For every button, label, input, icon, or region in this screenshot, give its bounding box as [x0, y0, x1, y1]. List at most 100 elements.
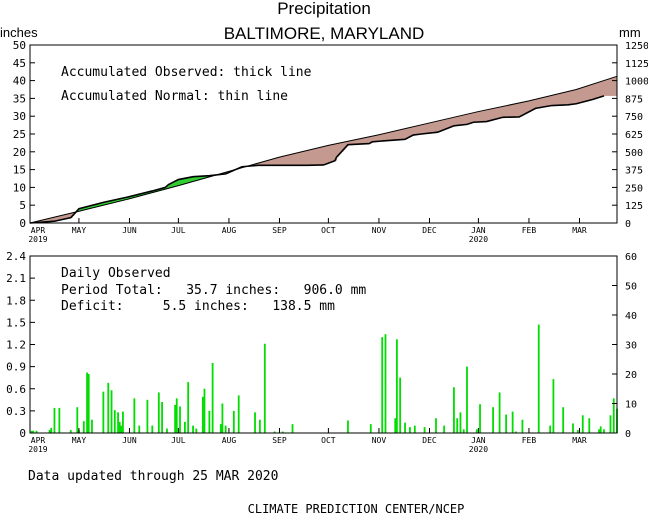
daily-precip-bar [174, 404, 177, 433]
difference-strip [491, 108, 494, 121]
daily-precip-bar [203, 388, 206, 433]
daily-precip-bar [572, 423, 574, 433]
difference-strip [119, 198, 122, 202]
credit-line: CLIMATE PREDICTION CENTER/NCEP [248, 502, 465, 516]
y-tick-label-right: 40 [625, 311, 637, 322]
daily-precip-bar [459, 412, 462, 433]
observed-legend-note: Accumulated Observed: thick line [61, 65, 312, 80]
difference-strip [364, 137, 367, 144]
difference-strip [484, 110, 487, 122]
y-tick-label-left: 45 [13, 57, 26, 70]
difference-strip [561, 93, 564, 106]
difference-strip [162, 188, 165, 191]
difference-strip [426, 123, 429, 134]
difference-strip [462, 115, 465, 125]
daily-precip-bar [462, 429, 465, 433]
difference-strip [509, 105, 512, 118]
difference-strip [336, 143, 339, 158]
difference-strip [545, 96, 548, 107]
difference-strip [466, 114, 470, 125]
daily-precip-bar [58, 407, 61, 433]
daily-precip-bar [117, 412, 119, 433]
difference-strip [391, 131, 395, 141]
x-tick-label: DEC [422, 436, 437, 445]
daily-precip-bar [347, 420, 349, 433]
difference-strip [383, 133, 386, 141]
daily-precip-bar [369, 424, 372, 433]
difference-strip [295, 153, 298, 166]
daily-precip-bar [505, 414, 508, 433]
y-tick-label-right: 125 [625, 201, 643, 212]
difference-strip [290, 154, 293, 166]
x-tick-label: MAR [572, 226, 587, 235]
difference-strip [431, 122, 434, 133]
difference-strip [546, 96, 549, 107]
difference-strip [139, 194, 142, 197]
y-tick-label-right: 250 [625, 183, 643, 194]
y-tick-label-right: 1125 [625, 59, 648, 70]
difference-strip [449, 118, 452, 128]
difference-strip [478, 111, 481, 122]
difference-strip [114, 199, 117, 203]
difference-strip [359, 138, 362, 145]
difference-strip [378, 134, 381, 142]
difference-strip [289, 154, 292, 166]
x-tick-label: SEP [272, 226, 287, 235]
difference-strip [113, 200, 116, 203]
difference-strip [343, 142, 346, 151]
difference-strip [108, 201, 111, 205]
difference-strip [357, 139, 360, 145]
difference-strip [103, 202, 106, 206]
difference-strip [111, 200, 114, 204]
difference-strip [80, 208, 83, 211]
difference-strip [157, 189, 160, 192]
difference-strip [259, 162, 262, 166]
difference-strip [584, 86, 587, 102]
difference-strip [369, 136, 372, 144]
daily-precip-bar [603, 429, 605, 433]
difference-strip [87, 206, 90, 210]
daily-precip-bar [53, 407, 56, 433]
difference-strip [67, 213, 70, 219]
daily-precip-bar [413, 425, 416, 434]
daily-precip-bar [118, 421, 121, 433]
daily-precip-bar [82, 421, 85, 433]
difference-strip [533, 99, 536, 110]
difference-strip [504, 106, 507, 118]
difference-strip [186, 177, 189, 184]
daily-precip-bar [395, 339, 398, 433]
x-tick-label: DEC [422, 226, 437, 235]
data-updated-note: Data updated through 25 MAR 2020 [28, 469, 278, 484]
daily-precip-bar [179, 406, 181, 433]
difference-strip [483, 110, 486, 122]
difference-strip [46, 219, 49, 222]
y-tick-label-left: 1.2 [6, 339, 26, 352]
difference-strip [600, 81, 603, 97]
difference-strip [144, 192, 147, 195]
difference-strip [181, 178, 184, 185]
difference-strip [400, 129, 403, 140]
y-tick-label-right: 0 [625, 219, 631, 230]
y-tick-label-left: 0.6 [6, 383, 26, 396]
difference-strip [553, 95, 556, 106]
difference-strip [486, 109, 489, 122]
y-tick-label-left: 1.5 [6, 316, 26, 329]
difference-strip [453, 117, 456, 126]
difference-strip [387, 132, 390, 141]
difference-strip [277, 157, 280, 166]
daily-precip-bar [562, 407, 565, 433]
difference-strip [307, 150, 310, 166]
difference-strip [458, 116, 461, 126]
daily-precip-bar [161, 402, 163, 433]
daily-precip-bar [291, 424, 294, 433]
difference-strip [88, 206, 91, 209]
difference-strip [160, 188, 163, 191]
difference-strip [266, 160, 269, 166]
x-tick-label: JAN [471, 226, 486, 235]
difference-strip [47, 218, 50, 222]
x-tick-label: JUL [171, 226, 186, 235]
daily-precip-bar [475, 429, 478, 433]
difference-strip [450, 118, 453, 128]
daily-precip-bar [146, 399, 149, 433]
daily-precip-bar [511, 411, 514, 433]
